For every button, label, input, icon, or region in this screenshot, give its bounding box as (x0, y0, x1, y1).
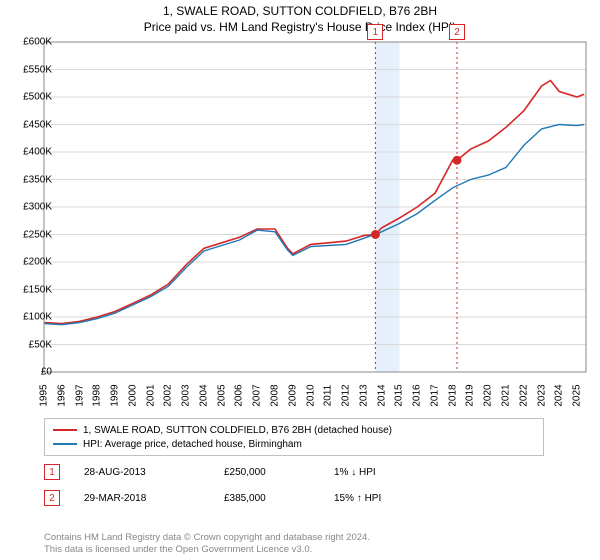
y-tick-label: £250K (23, 229, 52, 240)
x-tick-label: 2024 (554, 384, 565, 406)
y-tick-label: £0 (41, 367, 52, 378)
x-tick-label: 2010 (305, 384, 316, 406)
line-chart (44, 42, 586, 372)
y-tick-label: £400K (23, 147, 52, 158)
legend-swatch-hpi (53, 443, 77, 445)
x-tick-label: 2008 (270, 384, 281, 406)
transaction-row-1: 1 28-AUG-2013 £250,000 1% ↓ HPI (44, 464, 444, 480)
transaction-date-2: 29-MAR-2018 (84, 493, 204, 504)
x-tick-label: 2023 (536, 384, 547, 406)
x-tick-label: 2002 (163, 384, 174, 406)
x-tick-label: 2001 (145, 384, 156, 406)
x-tick-label: 2022 (518, 384, 529, 406)
x-tick-label: 2004 (198, 384, 209, 406)
x-tick-label: 2016 (412, 384, 423, 406)
transaction-price-2: £385,000 (224, 493, 314, 504)
plot-marker-label: 2 (449, 24, 465, 40)
x-tick-label: 2013 (358, 384, 369, 406)
x-tick-label: 1997 (74, 384, 85, 406)
footer-line1: Contains HM Land Registry data © Crown c… (44, 532, 370, 544)
transaction-date-1: 28-AUG-2013 (84, 467, 204, 478)
legend-label-property: 1, SWALE ROAD, SUTTON COLDFIELD, B76 2BH… (83, 425, 392, 436)
y-tick-label: £600K (23, 37, 52, 48)
x-tick-label: 2009 (287, 384, 298, 406)
x-tick-label: 2007 (252, 384, 263, 406)
x-tick-label: 2017 (429, 384, 440, 406)
x-tick-label: 2003 (181, 384, 192, 406)
title-line2: Price paid vs. HM Land Registry's House … (0, 20, 600, 36)
x-tick-label: 2019 (465, 384, 476, 406)
title-line1: 1, SWALE ROAD, SUTTON COLDFIELD, B76 2BH (0, 4, 600, 20)
legend-item-hpi: HPI: Average price, detached house, Birm… (53, 437, 535, 451)
y-tick-label: £550K (23, 64, 52, 75)
legend-item-property: 1, SWALE ROAD, SUTTON COLDFIELD, B76 2BH… (53, 423, 535, 437)
y-tick-label: £200K (23, 257, 52, 268)
x-tick-label: 2012 (341, 384, 352, 406)
transaction-row-2: 2 29-MAR-2018 £385,000 15% ↑ HPI (44, 490, 444, 506)
legend-swatch-property (53, 429, 77, 431)
x-tick-label: 1996 (56, 384, 67, 406)
x-tick-label: 1998 (92, 384, 103, 406)
x-tick-label: 2021 (501, 384, 512, 406)
transaction-pct-1: 1% ↓ HPI (334, 467, 444, 478)
x-tick-label: 2011 (323, 385, 334, 407)
y-tick-label: £350K (23, 174, 52, 185)
x-tick-label: 2000 (127, 384, 138, 406)
plot-marker-label: 1 (367, 24, 383, 40)
y-tick-label: £100K (23, 312, 52, 323)
x-tick-label: 2015 (394, 384, 405, 406)
x-tick-label: 1999 (110, 384, 121, 406)
footer-attribution: Contains HM Land Registry data © Crown c… (44, 532, 370, 556)
legend: 1, SWALE ROAD, SUTTON COLDFIELD, B76 2BH… (44, 418, 544, 456)
x-tick-label: 2005 (216, 384, 227, 406)
marker-badge-2: 2 (44, 490, 60, 506)
chart-title: 1, SWALE ROAD, SUTTON COLDFIELD, B76 2BH… (0, 0, 600, 35)
y-tick-label: £150K (23, 284, 52, 295)
transaction-price-1: £250,000 (224, 467, 314, 478)
legend-label-hpi: HPI: Average price, detached house, Birm… (83, 439, 302, 450)
y-tick-label: £450K (23, 119, 52, 130)
footer-line2: This data is licensed under the Open Gov… (44, 544, 370, 556)
y-tick-label: £300K (23, 202, 52, 213)
x-tick-label: 2006 (234, 384, 245, 406)
x-tick-label: 2018 (447, 384, 458, 406)
x-tick-label: 2020 (483, 384, 494, 406)
x-tick-label: 2025 (572, 384, 583, 406)
marker-badge-1: 1 (44, 464, 60, 480)
y-tick-label: £50K (29, 339, 52, 350)
chart-area (44, 42, 586, 372)
x-tick-label: 1995 (39, 384, 50, 406)
y-tick-label: £500K (23, 92, 52, 103)
transaction-pct-2: 15% ↑ HPI (334, 493, 444, 504)
x-tick-label: 2014 (376, 384, 387, 406)
